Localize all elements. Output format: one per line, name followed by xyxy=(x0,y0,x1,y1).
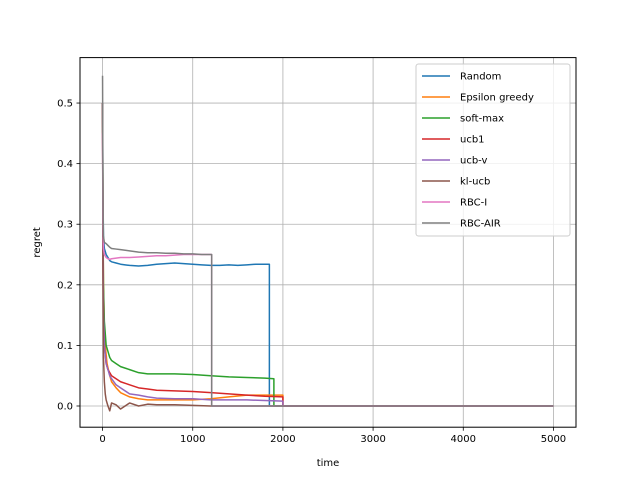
legend-label-ucb-v: ucb-v xyxy=(460,156,488,167)
y-tick-label: 0.2 xyxy=(57,280,73,291)
x-tick-label: 4000 xyxy=(451,434,476,445)
y-axis-label: regret xyxy=(32,227,43,257)
legend-box xyxy=(415,63,571,237)
x-tick-label: 0 xyxy=(99,434,105,445)
y-tick-label: 0.4 xyxy=(57,159,73,170)
axis-ticks: 0 1000 2000 3000 4000 5000 0.0 0.1 0.2 0.3 0.4 0.5 xyxy=(57,99,566,446)
plot-lines xyxy=(101,75,554,412)
x-tick-label: 2000 xyxy=(270,434,295,445)
legend-label-kl-ucb: kl-ucb xyxy=(460,177,490,188)
legend-label-rbc-air: RBC-AIR xyxy=(460,219,501,230)
legend-label-rbc-i: RBC-I xyxy=(460,198,487,209)
y-tick-label: 0.3 xyxy=(57,220,73,231)
x-tick-label: 5000 xyxy=(541,434,566,445)
series-line-ucb-v xyxy=(101,103,554,407)
series-line-random xyxy=(101,103,554,407)
x-tick-label: 3000 xyxy=(360,434,385,445)
legend-label-epsilon-greedy: Epsilon greedy xyxy=(460,93,534,104)
series-line-epsilon-greedy xyxy=(101,103,554,407)
series-line-soft-max xyxy=(101,103,554,407)
series-line-rbc-air xyxy=(101,75,554,407)
legend-label-soft-max: soft-max xyxy=(460,114,504,125)
legend: Random Epsilon greedy soft-max ucb1 ucb-v kl-… xyxy=(415,63,571,237)
y-tick-label: 0.0 xyxy=(57,401,73,412)
x-axis-label: time xyxy=(317,458,340,469)
plot-frame xyxy=(79,57,577,428)
legend-label-random: Random xyxy=(460,72,501,83)
legend-label-ucb1: ucb1 xyxy=(460,135,485,146)
y-tick-label: 0.1 xyxy=(57,341,73,352)
x-tick-label: 1000 xyxy=(180,434,205,445)
y-tick-label: 0.5 xyxy=(57,99,73,110)
